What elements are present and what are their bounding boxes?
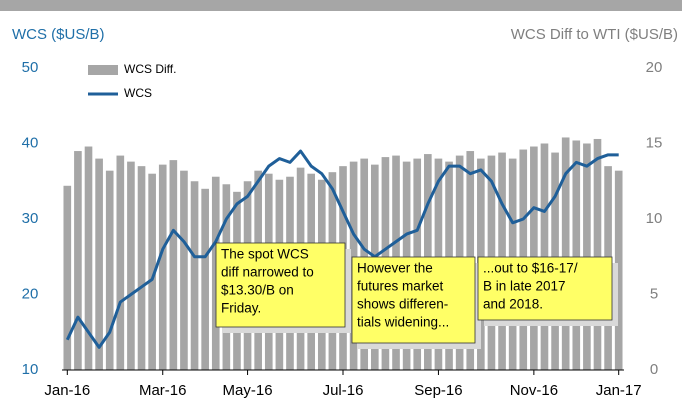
y2-tick-label: 10 — [646, 210, 663, 227]
annotation-text: The spot WCS — [221, 247, 309, 262]
annotation-text: shows differen- — [357, 297, 448, 312]
x-tick-label: Jan-16 — [44, 382, 90, 399]
bar — [137, 166, 146, 370]
annotation-text: $13.30/B on — [221, 283, 294, 298]
legend-swatch — [88, 65, 118, 75]
annotation-box — [215, 242, 346, 328]
bar — [148, 173, 156, 370]
y-tick-label: 50 — [22, 59, 39, 76]
bar — [561, 137, 570, 370]
bar — [593, 138, 602, 370]
annotation-text: tials widening... — [357, 315, 449, 330]
y-axis-label: WCS ($US/B) — [12, 26, 105, 43]
annotation-box — [477, 256, 613, 321]
bar — [158, 164, 167, 370]
bar — [105, 170, 114, 370]
y2-tick-label: 5 — [650, 285, 658, 302]
annotation-text: However the — [357, 261, 433, 276]
y-tick-label: 10 — [22, 361, 39, 378]
bar — [127, 161, 135, 370]
x-tick-label: Nov-16 — [510, 382, 558, 399]
y-tick-label: 20 — [22, 285, 39, 302]
annotation-text: diff narrowed to — [221, 265, 314, 280]
bar — [95, 158, 103, 370]
bar — [116, 155, 125, 370]
bar — [614, 170, 623, 370]
annotation-box — [351, 256, 476, 344]
line — [65, 149, 619, 349]
x-tick-label: Jul-16 — [323, 382, 364, 399]
x-tick-label: Jan-17 — [596, 382, 642, 399]
annotation-text: Friday. — [221, 301, 261, 316]
y-tick-label: 40 — [22, 134, 39, 151]
bar — [74, 151, 82, 370]
annotation-text: and 2018. — [483, 297, 543, 312]
y2-tick-label: 0 — [650, 361, 658, 378]
y2-tick-label: 20 — [646, 59, 663, 76]
annotation-text: futures market — [357, 279, 444, 294]
bar — [84, 146, 93, 370]
bar — [190, 181, 199, 370]
annotation-text: B in late 2017 — [483, 279, 566, 294]
bar — [180, 170, 188, 370]
y-tick-label: 30 — [22, 210, 39, 227]
legend-label: WCS — [124, 86, 152, 100]
legend-label: WCS Diff. — [124, 62, 176, 76]
bar — [572, 140, 581, 370]
y2-tick-label: 15 — [646, 134, 663, 151]
header-bar — [0, 0, 682, 11]
bar — [169, 160, 178, 370]
bar — [63, 185, 72, 370]
x-tick-label: Sep-16 — [414, 382, 462, 399]
bar — [201, 188, 209, 370]
y2-axis-label: WCS Diff to WTI ($US/B) — [511, 26, 678, 43]
annotation-text: ...out to $16-17/ — [483, 261, 578, 276]
x-tick-label: Mar-16 — [139, 382, 187, 399]
x-tick-label: May-16 — [223, 382, 273, 399]
